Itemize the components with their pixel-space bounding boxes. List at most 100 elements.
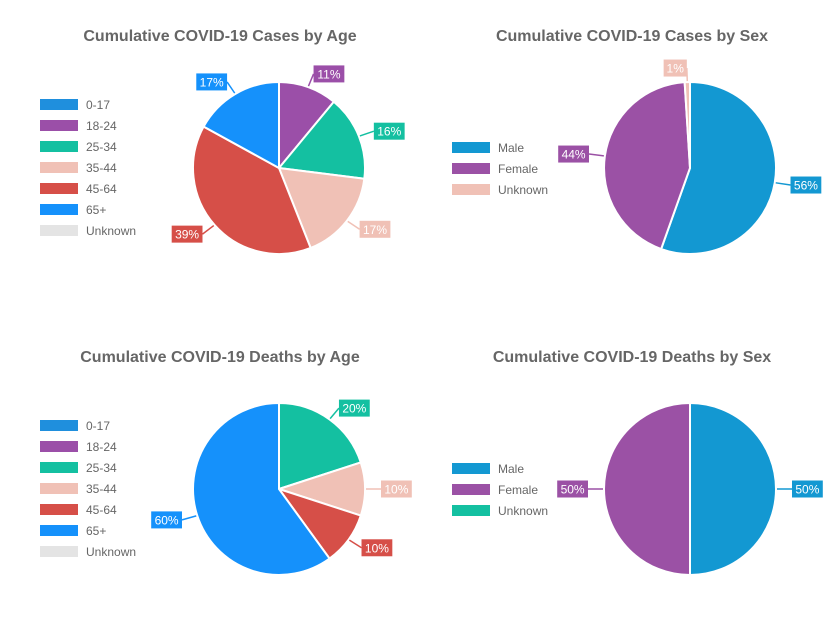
data-label-box xyxy=(790,176,822,194)
pie-slice-male[interactable] xyxy=(659,80,777,255)
legend-item-18-24[interactable]: 18-24 xyxy=(40,115,136,136)
data-label: 39% xyxy=(171,225,203,243)
data-label-text: 10% xyxy=(384,483,408,497)
legend-label: 25-34 xyxy=(86,139,117,154)
pie-slice-25-34[interactable] xyxy=(277,100,366,180)
legend-item-unknown[interactable]: Unknown xyxy=(452,179,548,200)
data-label-box xyxy=(359,220,391,238)
legend-item-unknown[interactable]: Unknown xyxy=(40,220,136,241)
data-label-text: 44% xyxy=(562,148,586,162)
legend-swatch xyxy=(40,162,78,173)
leader-line xyxy=(348,539,362,549)
legend-swatch xyxy=(40,504,78,515)
data-label-text: 20% xyxy=(342,402,366,416)
legend-swatch xyxy=(452,505,490,516)
legend-item-18-24[interactable]: 18-24 xyxy=(40,436,136,457)
data-label: 17% xyxy=(359,220,391,238)
leader-line xyxy=(775,182,791,186)
data-label-text: 10% xyxy=(365,541,389,555)
chart-title: Cumulative COVID-19 Deaths by Age xyxy=(80,349,360,366)
legend-item-35-44[interactable]: 35-44 xyxy=(40,478,136,499)
legend-item-25-34[interactable]: 25-34 xyxy=(40,457,136,478)
legend-label: Unknown xyxy=(498,182,549,197)
legend-swatch xyxy=(40,141,78,152)
legend-label: 35-44 xyxy=(86,481,117,496)
legend-item-female[interactable]: Female xyxy=(452,479,548,500)
pie-slice-35-44[interactable] xyxy=(277,166,366,250)
legend-item-45-64[interactable]: 45-64 xyxy=(40,178,136,199)
pie-slice-45-64[interactable] xyxy=(192,125,312,255)
data-label-text: 11% xyxy=(317,67,340,81)
legend-swatch xyxy=(40,99,78,110)
data-label: 11% xyxy=(313,65,345,83)
chart-title: Cumulative COVID-19 Deaths by Sex xyxy=(492,349,772,366)
leader-line xyxy=(329,407,340,420)
legend-swatch xyxy=(452,484,490,495)
leader-line xyxy=(307,73,315,87)
pie-slice-female[interactable] xyxy=(603,401,691,577)
leader-line xyxy=(226,81,236,94)
legend-label: 18-24 xyxy=(86,439,117,454)
legend-label: 35-44 xyxy=(86,160,117,175)
legend-item-unknown[interactable]: Unknown xyxy=(40,541,136,562)
legend-item-45-64[interactable]: 45-64 xyxy=(40,499,136,520)
chart-legend: 0-17 18-24 25-34 35-44 45-64 65+ Unknown xyxy=(40,94,136,241)
legend-label: 65+ xyxy=(86,523,107,538)
legend-item-male[interactable]: Male xyxy=(452,137,548,158)
legend-item-65-plus[interactable]: 65+ xyxy=(40,520,136,541)
pie-slice-65-plus[interactable] xyxy=(202,80,280,170)
legend-item-unknown[interactable]: Unknown xyxy=(452,500,548,521)
legend-swatch xyxy=(452,163,490,174)
legend-item-65-plus[interactable]: 65+ xyxy=(40,199,136,220)
pie-slice-male[interactable] xyxy=(689,401,777,577)
leader-line xyxy=(202,224,215,235)
chart-title: Cumulative COVID-19 Cases by Age xyxy=(83,28,357,45)
legend-label: Unknown xyxy=(498,503,549,518)
pie-slice-25-34[interactable] xyxy=(278,401,363,491)
legend-label: Unknown xyxy=(86,544,137,559)
legend-swatch xyxy=(40,525,78,536)
legend-label: Male xyxy=(498,461,525,476)
data-label: 50% xyxy=(792,480,823,498)
data-label: 1% xyxy=(663,59,687,77)
data-label-box xyxy=(313,65,345,83)
pie-slice-unknown[interactable] xyxy=(683,80,691,169)
legend-label: Female xyxy=(498,482,539,497)
data-label-box xyxy=(361,539,393,557)
legend-swatch xyxy=(40,225,78,236)
data-label: 10% xyxy=(381,480,412,498)
chart-title: Cumulative COVID-19 Cases by Sex xyxy=(495,28,769,45)
chart-legend: Male Female Unknown xyxy=(452,458,548,521)
legend-swatch xyxy=(40,120,78,131)
leader-line xyxy=(347,220,361,230)
data-label-text: 50% xyxy=(795,483,819,497)
pie-slice-65-plus[interactable] xyxy=(192,401,331,576)
data-label: 10% xyxy=(361,539,393,557)
data-label: 44% xyxy=(558,145,589,163)
leader-line xyxy=(359,130,375,137)
data-label-box xyxy=(151,511,182,529)
legend-item-0-17[interactable]: 0-17 xyxy=(40,94,136,115)
legend-swatch xyxy=(452,184,490,195)
data-label-text: 16% xyxy=(377,125,401,139)
legend-swatch xyxy=(40,441,78,452)
legend-label: 25-34 xyxy=(86,460,117,475)
data-label-text: 17% xyxy=(363,223,387,237)
legend-label: 18-24 xyxy=(86,118,117,133)
legend-item-0-17[interactable]: 0-17 xyxy=(40,415,136,436)
leader-line xyxy=(181,515,197,521)
legend-label: 45-64 xyxy=(86,502,117,517)
legend-item-35-44[interactable]: 35-44 xyxy=(40,157,136,178)
legend-item-female[interactable]: Female xyxy=(452,158,548,179)
pie-slice-female[interactable] xyxy=(603,81,692,251)
legend-swatch xyxy=(40,462,78,473)
legend-item-male[interactable]: Male xyxy=(452,458,548,479)
legend-swatch xyxy=(40,183,78,194)
legend-item-25-34[interactable]: 25-34 xyxy=(40,136,136,157)
data-label-text: 39% xyxy=(175,228,199,242)
data-label: 50% xyxy=(557,480,588,498)
legend-swatch xyxy=(40,204,78,215)
